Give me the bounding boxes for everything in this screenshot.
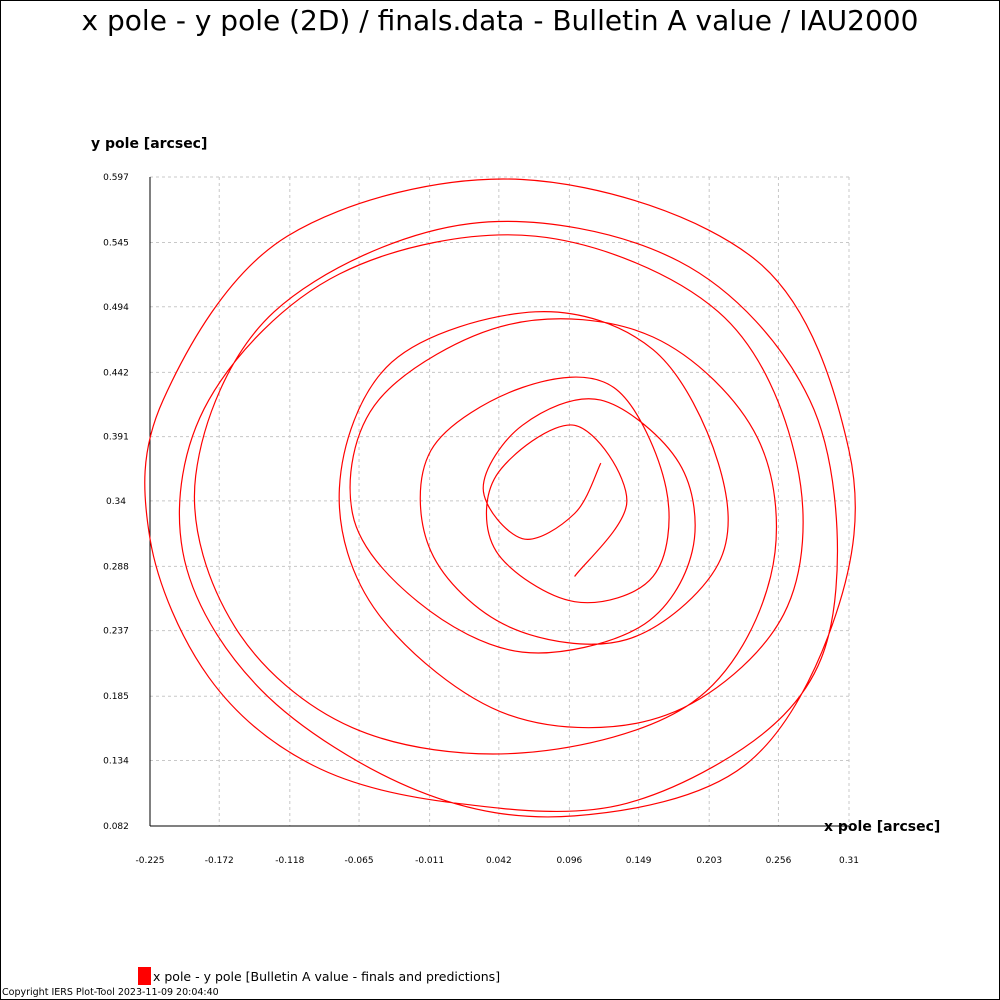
series-line-polar-motion	[144, 178, 856, 818]
x-tick-label: 0.256	[766, 856, 792, 866]
y-tick-label: 0.391	[103, 433, 129, 443]
y-tick-label: 0.494	[103, 303, 129, 313]
x-tick-label: -0.011	[415, 856, 444, 866]
y-tick-label: 0.288	[103, 562, 129, 572]
series-layer	[144, 178, 856, 818]
y-tick-label: 0.597	[103, 173, 129, 183]
x-tick-label: -0.172	[205, 856, 234, 866]
x-tick-label: 0.149	[626, 856, 652, 866]
y-tick-label: 0.442	[103, 368, 129, 378]
x-tick-label: 0.096	[557, 856, 583, 866]
y-tick-label: 0.545	[103, 239, 129, 249]
legend-label: x pole - y pole [Bulletin A value - fina…	[153, 968, 501, 984]
grid	[150, 176, 850, 826]
x-tick-label: 0.203	[696, 856, 722, 866]
legend: x pole - y pole [Bulletin A value - fina…	[138, 966, 500, 986]
x-tick-label: -0.118	[275, 856, 304, 866]
x-tick-label: -0.225	[135, 856, 164, 866]
copyright-text: Copyright IERS Plot-Tool 2023-11-09 20:0…	[2, 987, 219, 998]
tick-labels: -0.225 -0.172 -0.118 -0.065 -0.011 0.042 0.096…	[103, 173, 859, 866]
y-tick-label: 0.134	[103, 756, 129, 766]
x-axis-label: x pole [arcsec]	[824, 819, 941, 835]
y-axis-label: y pole [arcsec]	[91, 136, 208, 152]
x-tick-label: -0.065	[345, 856, 374, 866]
chart-title: x pole - y pole (2D) / finals.data - Bul…	[81, 4, 919, 37]
legend-swatch	[138, 967, 151, 985]
x-tick-label: 0.31	[839, 856, 859, 866]
y-tick-label: 0.237	[103, 627, 129, 637]
y-tick-label: 0.34	[106, 497, 126, 507]
y-tick-label: 0.185	[103, 692, 129, 702]
axes	[149, 177, 849, 827]
x-tick-label: 0.042	[486, 856, 512, 866]
y-tick-label: 0.082	[103, 822, 129, 832]
